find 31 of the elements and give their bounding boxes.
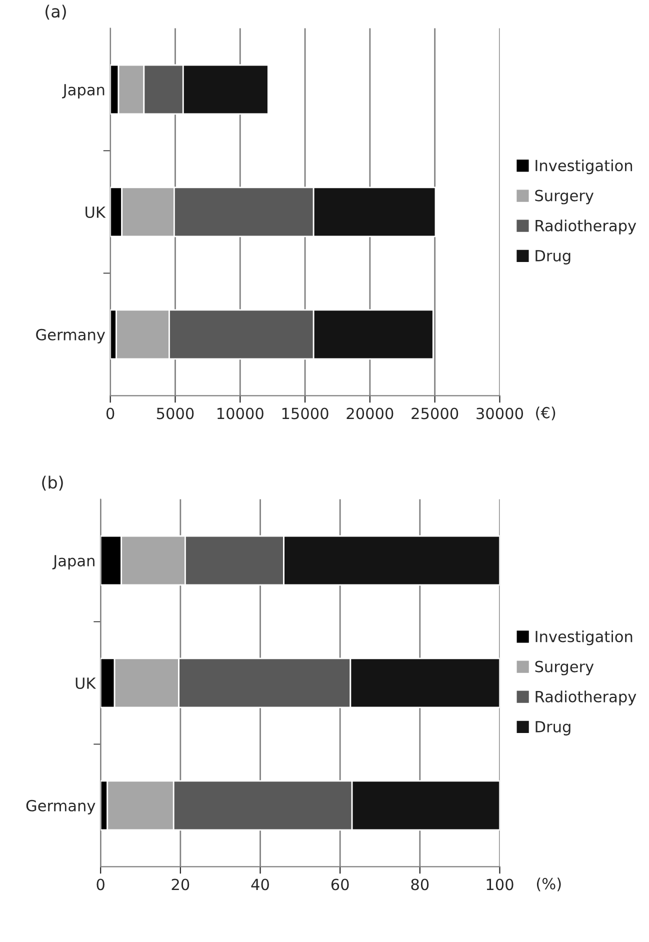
- chart-title: (a): [46, 4, 66, 20]
- x-tick-label: 0: [106, 408, 114, 420]
- y-tick-label: Germany: [36, 328, 106, 344]
- x-axis-title: (€): [536, 406, 556, 420]
- legend-label: Investigation: [536, 630, 632, 646]
- y-tick-label: Japan: [62, 84, 104, 98]
- x-tick-label: 10000: [218, 408, 264, 420]
- legend-label: Drug: [536, 721, 570, 736]
- legend-label: Surgery: [535, 660, 594, 676]
- x-tick-label: 30000: [476, 408, 524, 420]
- chart-title: (b): [42, 476, 63, 491]
- y-tick-label: Germany: [26, 800, 96, 814]
- legend-label: Radiotherapy: [536, 220, 636, 234]
- x-axis-title: (%): [536, 878, 561, 892]
- y-tick-label: UK: [76, 678, 96, 689]
- legend-label: Drug: [536, 250, 570, 264]
- x-tick-label: 100: [486, 878, 514, 890]
- legend-label: Radiotherapy: [536, 690, 636, 706]
- x-tick-label: 80: [411, 878, 429, 890]
- legend-label: Surgery: [535, 190, 594, 204]
- x-tick-label: 25000: [412, 408, 458, 420]
- x-tick-label: 20: [172, 878, 190, 890]
- x-tick-label: 60: [331, 878, 349, 890]
- x-tick-label: 5000: [156, 408, 194, 420]
- y-tick-label: UK: [86, 206, 106, 218]
- x-tick-label: 15000: [282, 408, 328, 420]
- x-tick-label: 20000: [346, 408, 394, 420]
- x-tick-label: 40: [251, 878, 269, 890]
- legend-label: Investigation: [536, 159, 632, 174]
- x-tick-label: 0: [96, 878, 104, 890]
- y-tick-label: Japan: [52, 555, 94, 570]
